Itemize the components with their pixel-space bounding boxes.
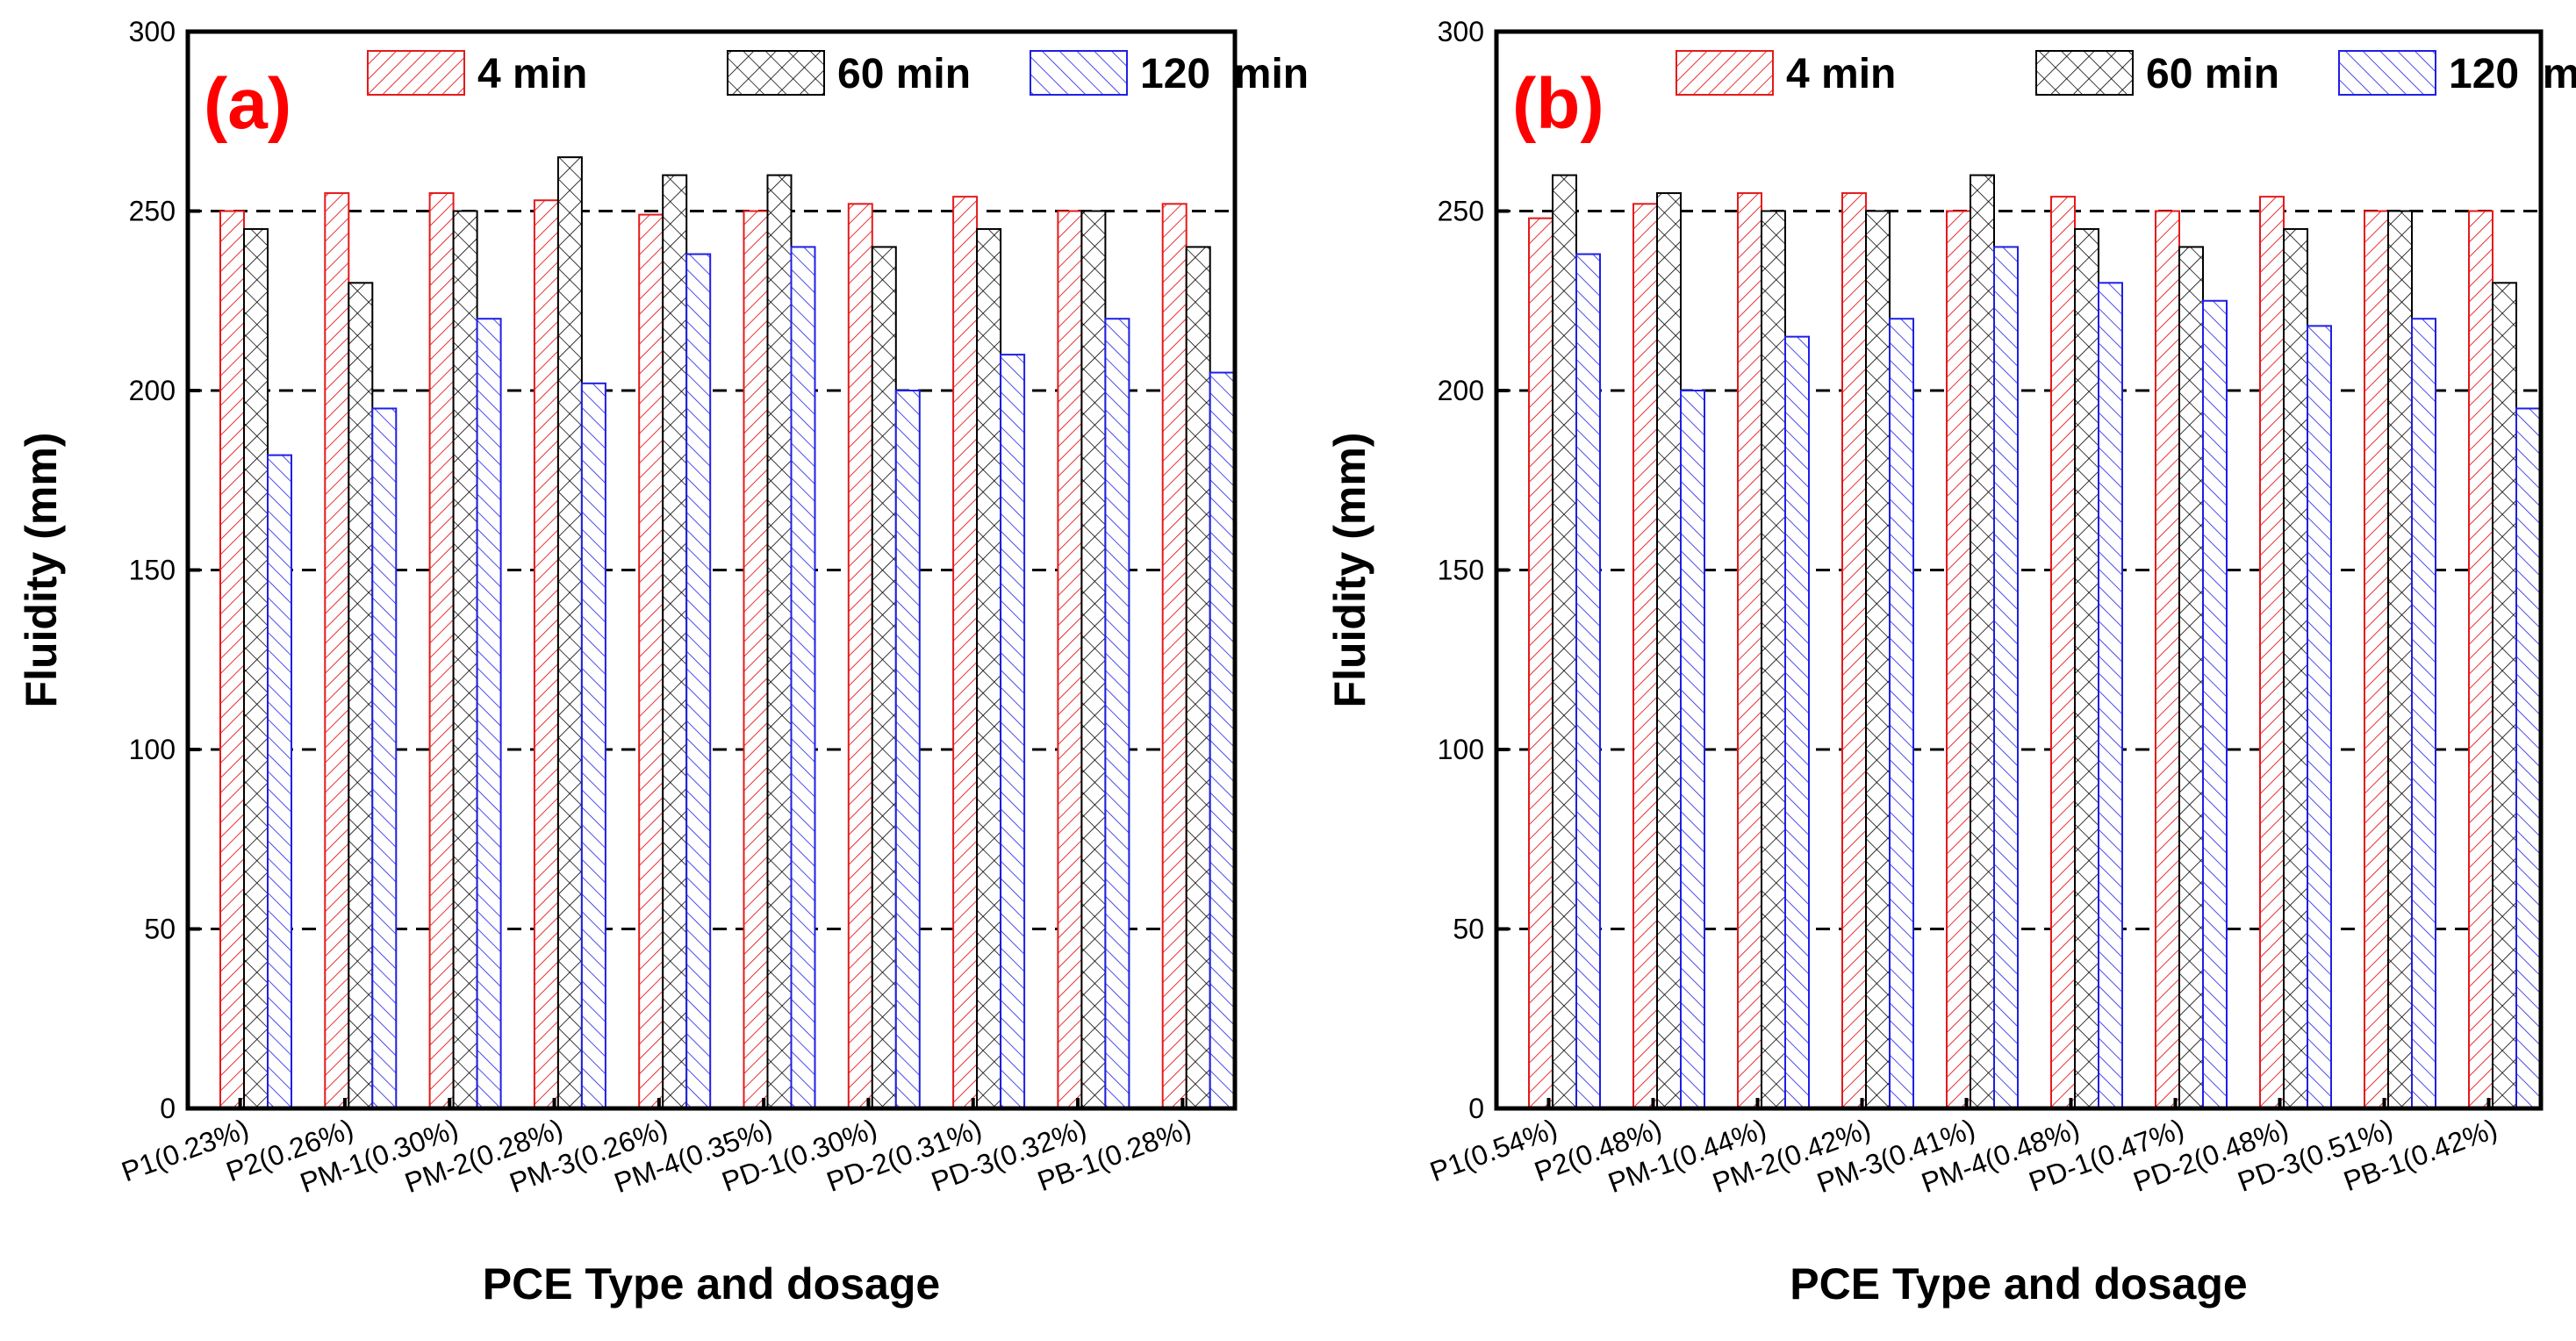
- y-tick-label: 250: [1438, 196, 1484, 227]
- legend-swatch-4min: [367, 50, 465, 96]
- y-tick-label: 0: [1468, 1093, 1484, 1124]
- y-axis-title: Fluidity (mm): [1325, 433, 1374, 708]
- bar-b-120min-0: [1575, 253, 1601, 1109]
- bar-a-60min-1: [348, 282, 374, 1109]
- bar-a-4min-2: [428, 192, 455, 1109]
- bar-b-120min-8: [2411, 318, 2436, 1109]
- bar-a-4min-9: [1161, 203, 1188, 1110]
- bar-a-4min-1: [324, 192, 350, 1109]
- legend-label: 4 min: [477, 51, 587, 97]
- bar-b-60min-6: [2178, 246, 2204, 1109]
- bar-a-4min-0: [219, 210, 245, 1109]
- bar-a-60min-8: [1080, 210, 1107, 1109]
- legend-label: 120 min: [1140, 51, 1309, 97]
- y-tick-label: 300: [129, 16, 176, 47]
- bar-a-60min-2: [452, 210, 478, 1109]
- bar-b-4min-2: [1737, 192, 1762, 1109]
- bar-b-120min-6: [2202, 299, 2228, 1109]
- bar-b-120min-4: [1993, 246, 2019, 1109]
- bar-a-4min-5: [743, 210, 769, 1109]
- legend-label: 120 min: [2449, 51, 2576, 97]
- bar-a-120min-1: [371, 407, 398, 1109]
- bar-a-120min-0: [267, 454, 292, 1109]
- bar-b-60min-4: [1970, 174, 1995, 1110]
- bar-b-60min-1: [1656, 192, 1682, 1109]
- bar-a-4min-4: [638, 213, 664, 1109]
- bar-b-120min-5: [2098, 282, 2123, 1109]
- bar-a-60min-0: [243, 227, 269, 1109]
- bar-a-4min-3: [533, 199, 559, 1110]
- bar-b-4min-9: [2468, 210, 2493, 1109]
- bar-a-120min-9: [1209, 371, 1235, 1109]
- bar-b-4min-8: [2364, 210, 2389, 1109]
- bar-b-4min-0: [1528, 217, 1553, 1109]
- bar-a-120min-5: [790, 246, 816, 1109]
- x-axis-title: PCE Type and dosage: [483, 1259, 940, 1309]
- bar-b-120min-1: [1680, 390, 1705, 1109]
- bar-b-60min-8: [2387, 210, 2413, 1109]
- legend-swatch-60min: [2035, 50, 2134, 96]
- x-axis-title: PCE Type and dosage: [1790, 1259, 2247, 1309]
- bar-b-120min-2: [1784, 335, 1810, 1109]
- y-tick-label: 150: [129, 555, 176, 586]
- y-tick-label: 200: [129, 375, 176, 406]
- legend-swatch-60min: [727, 50, 825, 96]
- bar-a-4min-6: [847, 203, 873, 1110]
- bar-b-60min-3: [1865, 210, 1891, 1109]
- bar-b-4min-5: [2050, 196, 2076, 1109]
- y-tick-label: 50: [144, 914, 176, 945]
- bar-a-60min-7: [976, 227, 1002, 1109]
- panel-label: (b): [1512, 64, 1604, 144]
- panel-a: 050100150200250300P1(0.23%)P2(0.26%)PM-1…: [17, 16, 1309, 1309]
- bar-b-60min-5: [2074, 227, 2099, 1109]
- bar-a-60min-9: [1185, 246, 1211, 1109]
- legend-label: 4 min: [1786, 51, 1896, 97]
- y-tick-label: 50: [1453, 914, 1484, 945]
- bar-a-120min-2: [476, 318, 502, 1109]
- y-tick-label: 100: [129, 734, 176, 765]
- bar-b-60min-7: [2283, 227, 2308, 1109]
- bar-b-60min-9: [2492, 282, 2517, 1109]
- bar-b-4min-3: [1841, 192, 1867, 1109]
- y-tick-label: 0: [160, 1093, 176, 1124]
- y-tick-label: 200: [1438, 375, 1484, 406]
- bar-b-120min-9: [2515, 407, 2541, 1109]
- panel-label: (a): [204, 64, 291, 144]
- bar-b-4min-1: [1632, 203, 1658, 1110]
- bar-a-120min-6: [894, 390, 921, 1109]
- bar-b-4min-4: [1946, 210, 1971, 1109]
- bar-b-4min-7: [2259, 196, 2285, 1109]
- bar-a-60min-4: [662, 174, 688, 1110]
- legend-swatch-120min: [2338, 50, 2436, 96]
- y-axis-title: Fluidity (mm): [17, 433, 66, 708]
- bar-a-120min-3: [580, 382, 606, 1109]
- y-tick-label: 150: [1438, 555, 1484, 586]
- legend-label: 60 min: [837, 51, 971, 97]
- y-tick-label: 300: [1438, 16, 1484, 47]
- y-tick-label: 100: [1438, 734, 1484, 765]
- bar-b-4min-6: [2155, 210, 2180, 1109]
- bar-a-120min-7: [1000, 354, 1026, 1110]
- bar-b-60min-0: [1552, 174, 1577, 1110]
- panel-b: 050100150200250300P1(0.54%)P2(0.48%)PM-1…: [1325, 16, 2576, 1309]
- y-tick-label: 250: [129, 196, 176, 227]
- bar-b-60min-2: [1761, 210, 1786, 1109]
- bar-b-120min-7: [2307, 325, 2332, 1109]
- bar-a-4min-8: [1057, 210, 1083, 1109]
- bar-a-60min-6: [871, 246, 897, 1109]
- legend-label: 60 min: [2146, 51, 2279, 97]
- bar-a-60min-3: [556, 156, 583, 1109]
- bar-a-120min-4: [685, 253, 712, 1109]
- bar-a-120min-8: [1104, 318, 1130, 1109]
- legend-swatch-120min: [1030, 50, 1128, 96]
- bar-a-60min-5: [766, 174, 793, 1110]
- bar-b-120min-3: [1889, 318, 1914, 1109]
- legend-swatch-4min: [1675, 50, 1774, 96]
- bar-a-4min-7: [952, 196, 979, 1109]
